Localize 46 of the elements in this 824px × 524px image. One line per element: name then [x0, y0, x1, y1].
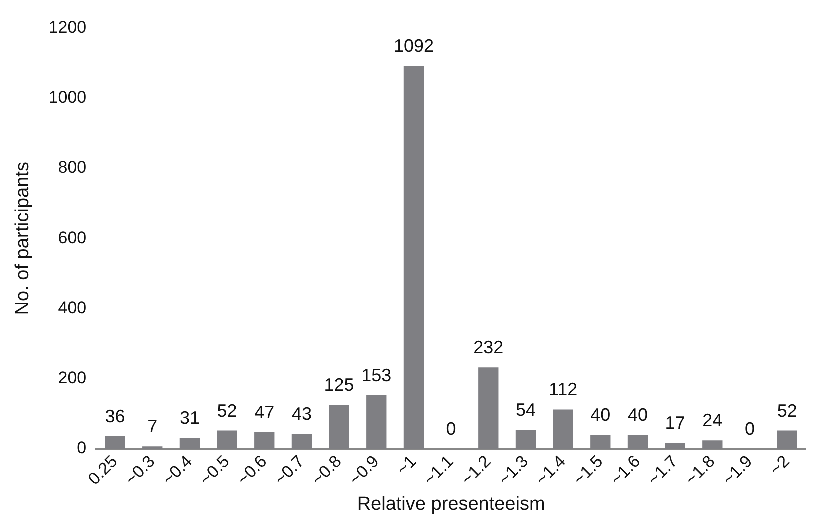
x-tick-label: ~0.4 [158, 452, 196, 490]
x-tick-label: ~1.3 [494, 452, 532, 490]
data-label: 125 [324, 375, 354, 396]
y-axis-title: No. of participants [12, 162, 34, 316]
x-tick-label: ~0.9 [346, 452, 383, 490]
x-tick-label: ~0.8 [308, 452, 346, 490]
x-axis-title: Relative presenteeism [357, 494, 546, 515]
y-tick-label: 1000 [48, 88, 87, 108]
data-label: 52 [777, 400, 798, 421]
y-tick-label: 0 [77, 438, 87, 458]
data-label: 17 [665, 413, 686, 434]
data-label: 0 [744, 419, 756, 440]
data-label: 31 [180, 408, 200, 428]
data-label: 40 [590, 404, 611, 425]
data-label: 112 [548, 380, 578, 400]
x-tick-label: ~0.6 [234, 452, 271, 490]
y-tick-label: 200 [58, 368, 87, 388]
x-tick-label: ~1 [392, 452, 420, 480]
data-label: 43 [292, 404, 312, 424]
data-label: 47 [254, 402, 275, 423]
data-label: 54 [516, 400, 536, 420]
x-tick-label: ~1.4 [532, 452, 570, 490]
x-tick-label: ~1.9 [718, 452, 756, 490]
x-tick-label: ~0.3 [122, 452, 159, 490]
y-tick-label: 800 [58, 158, 87, 178]
y-tick-label: 600 [58, 228, 87, 248]
data-label: 0 [446, 419, 456, 440]
x-tick-label: ~0.7 [270, 452, 308, 490]
x-tick-label: ~1.2 [458, 452, 495, 490]
x-tick-label: ~1.8 [682, 452, 719, 490]
x-tick-label: ~1.1 [420, 452, 458, 490]
data-label: 24 [702, 410, 723, 431]
data-label: 40 [628, 404, 648, 425]
data-label: 232 [474, 338, 504, 358]
y-tick-label: 1200 [48, 18, 87, 37]
x-tick-label: ~0.5 [196, 452, 234, 490]
y-tick-label: 400 [58, 298, 87, 318]
data-label: 7 [148, 416, 158, 437]
data-label: 153 [362, 365, 392, 386]
x-tick-label: ~1.5 [570, 452, 607, 490]
data-label: 36 [105, 406, 126, 426]
x-tick-label: ~2 [766, 452, 794, 480]
x-tick-label: ~1.7 [644, 452, 682, 490]
x-tick-label: ~1.6 [606, 452, 644, 490]
data-label: 52 [217, 400, 238, 421]
data-label: 1092 [394, 36, 434, 56]
